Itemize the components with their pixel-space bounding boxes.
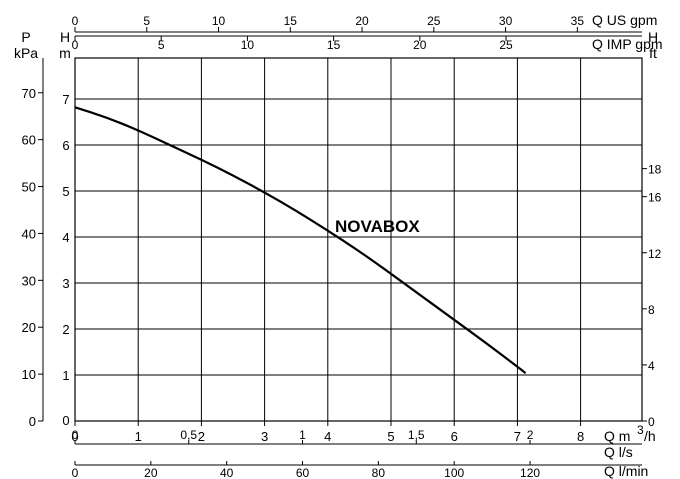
lmin-tick-label: 40: [220, 466, 234, 479]
impgpm-tick-label: 25: [499, 38, 513, 52]
usgpm-tick-label: 10: [212, 14, 226, 28]
x-axis-label-superscript: 3: [637, 423, 644, 437]
y-tick-label: 7: [62, 92, 69, 107]
ft-tick-label: 18: [648, 163, 662, 177]
kpa-tick-label: 0: [29, 414, 36, 429]
usgpm-tick-label: 30: [499, 14, 513, 28]
kpa-tick-label: 30: [22, 273, 36, 288]
x-tick-label: 2: [198, 429, 205, 444]
x-tick-label: 0: [71, 429, 78, 444]
lmin-tick-label: 0: [72, 466, 79, 479]
x-tick-label: 7: [514, 429, 521, 444]
kpa-tick-label: 50: [22, 180, 36, 195]
hft-axis-label-bottom: ft: [649, 45, 657, 61]
ls-tick-label: 0,5: [180, 428, 197, 442]
x-tick-label: 6: [451, 429, 458, 444]
hft-axis-label-top: H: [648, 29, 658, 45]
x-axis-label: Q m: [604, 428, 630, 444]
impgpm-tick-label: 5: [158, 38, 165, 52]
lmin-tick-label: 60: [296, 466, 310, 479]
ls-tick-label: 1: [299, 428, 306, 442]
curve-annotation: NOVABOX: [335, 217, 420, 236]
impgpm-tick-label: 20: [413, 38, 427, 52]
y-tick-label: 5: [62, 184, 69, 199]
lmin-tick-label: 120: [520, 466, 540, 479]
x-axis-label-unit: /h: [644, 428, 656, 444]
kpa-tick-label: 60: [22, 133, 36, 148]
ft-tick-label: 8: [648, 303, 655, 317]
impgpm-tick-label: 15: [327, 38, 341, 52]
x-tick-label: 1: [135, 429, 142, 444]
ls-tick-label: 0: [72, 428, 79, 442]
ls-axis-label: Q l/s: [604, 444, 633, 460]
lmin-tick-label: 100: [444, 466, 464, 479]
usgpm-tick-label: 20: [355, 14, 369, 28]
ft-tick-label: 12: [648, 247, 662, 261]
lmin-tick-label: 80: [372, 466, 386, 479]
kpa-tick-label: 40: [22, 226, 36, 241]
usgpm-axis-label: Q US gpm: [592, 12, 657, 28]
x-tick-label: 5: [387, 429, 394, 444]
plot-frame: [74, 57, 643, 422]
y-tick-label: 2: [62, 322, 69, 337]
x-tick-label: 3: [261, 429, 268, 444]
ft-tick-label: 0: [648, 415, 655, 429]
usgpm-tick-label: 35: [571, 14, 585, 28]
ft-tick-label: 16: [648, 191, 662, 205]
h-axis-label-bottom: m: [59, 45, 71, 61]
y-tick-label: 4: [62, 230, 69, 245]
kpa-tick-label: 20: [22, 320, 36, 335]
x-tick-label: 4: [324, 429, 331, 444]
lmin-axis-label: Q l/min: [604, 463, 648, 479]
ft-tick-label: 4: [648, 359, 655, 373]
usgpm-tick-label: 25: [427, 14, 441, 28]
impgpm-tick-label: 0: [72, 38, 79, 52]
lmin-tick-label: 20: [144, 466, 158, 479]
series-line-novabox: [74, 106, 527, 375]
y-tick-label: 6: [62, 138, 69, 153]
x-tick-label: 8: [577, 429, 584, 444]
ls-tick-label: 1,5: [408, 428, 425, 442]
kpa-tick-label: 70: [22, 86, 36, 101]
y-tick-label: 3: [62, 276, 69, 291]
kpa-tick-label: 10: [22, 367, 36, 382]
impgpm-tick-label: 10: [241, 38, 255, 52]
usgpm-tick-label: 0: [72, 14, 79, 28]
usgpm-tick-label: 15: [284, 14, 298, 28]
h-axis-label-top: H: [60, 29, 70, 45]
impgpm-axis-label: Q IMP gpm: [592, 36, 663, 52]
usgpm-tick-label: 5: [143, 14, 150, 28]
p-axis-label-top: P: [21, 29, 30, 45]
ls-tick-label: 2: [527, 428, 534, 442]
y-tick-label: 1: [62, 368, 69, 383]
y-tick-label: 0: [62, 413, 69, 428]
p-axis-label-bottom: kPa: [14, 45, 38, 61]
